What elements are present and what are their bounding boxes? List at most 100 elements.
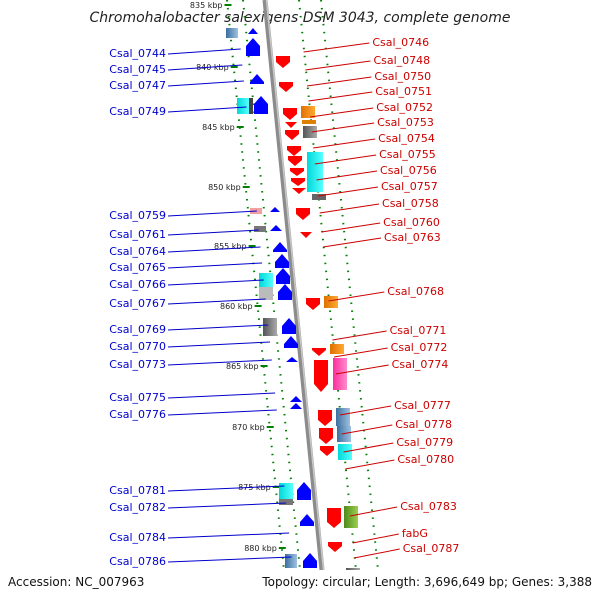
gene-label[interactable]: Csal_0746 (372, 36, 429, 49)
gene-label[interactable]: Csal_0755 (379, 148, 436, 161)
gene-label[interactable]: Csal_0768 (387, 285, 444, 298)
label-leader-line (167, 246, 261, 253)
map-title: Chromohalobacter salexigens DSM 3043, co… (90, 10, 511, 26)
gene-label[interactable]: Csal_0778 (395, 418, 452, 431)
kbp-label: 850 kbp (208, 183, 241, 192)
gene-label[interactable]: Csal_0779 (396, 436, 453, 449)
gene-label[interactable]: Csal_0776 (109, 408, 166, 421)
gene-label[interactable]: Csal_0766 (109, 278, 166, 291)
gene-arrow (290, 168, 304, 176)
gene-arrow (283, 108, 297, 120)
gene-label[interactable]: Csal_0784 (109, 531, 166, 544)
gene-label[interactable]: Csal_0781 (109, 484, 166, 497)
genome-backbone-highlight (265, 0, 328, 600)
gene-label[interactable]: Csal_0754 (378, 132, 435, 145)
gene-label[interactable]: Csal_0767 (109, 297, 166, 310)
gene-label[interactable]: Csal_0749 (109, 105, 166, 118)
minus-strand-labels: Csal_0744 Csal_0745 Csal_0747 Csal_0749 Csal… (109, 47, 292, 568)
label-leader-line (167, 64, 243, 71)
gene-label[interactable]: Csal_0774 (392, 358, 449, 371)
label-leader-line (316, 170, 378, 181)
label-leader-line (167, 485, 285, 492)
gene-label[interactable]: Csal_0750 (374, 70, 431, 83)
gene-label[interactable]: Csal_0751 (375, 85, 432, 98)
gene-label[interactable]: Csal_0744 (109, 47, 166, 60)
gene-block (263, 318, 277, 336)
gene-arrow (290, 403, 302, 409)
gene-label[interactable]: Csal_0782 (109, 501, 166, 514)
gene-label[interactable]: Csal_0764 (109, 245, 166, 258)
label-leader-line (349, 506, 398, 517)
gene-block (302, 120, 316, 124)
label-leader-line (167, 359, 272, 366)
gene-label[interactable]: Csal_0787 (403, 542, 460, 555)
gene-label[interactable]: Csal_0761 (109, 228, 166, 241)
gene-label[interactable]: Csal_0786 (109, 555, 166, 568)
gene-block (307, 152, 323, 192)
gene-label[interactable]: Csal_0760 (383, 216, 440, 229)
label-leader-line (311, 122, 375, 133)
label-leader-line (341, 424, 393, 435)
gene-label[interactable]: Csal_0769 (109, 323, 166, 336)
gene-block (344, 506, 358, 528)
gene-label[interactable]: Csal_0756 (380, 164, 437, 177)
gene-arrow (282, 318, 296, 334)
label-leader-line (167, 48, 241, 55)
gene-label[interactable]: Csal_0758 (382, 197, 439, 210)
kbp-label: 860 kbp (220, 302, 253, 311)
kbp-label: 835 kbp (190, 1, 223, 10)
gene-block (324, 296, 338, 308)
label-leader-line (339, 405, 392, 416)
gene-label[interactable]: Csal_0770 (109, 340, 166, 353)
gene-block (259, 287, 273, 300)
gene-arrow (279, 82, 293, 92)
gene-label[interactable]: Csal_0765 (109, 261, 166, 274)
gene-arrow (250, 74, 264, 84)
gene-label[interactable]: Csal_0763 (384, 231, 441, 244)
gene-label[interactable]: Csal_0752 (376, 101, 433, 114)
gene-label[interactable]: fabG (402, 527, 428, 540)
label-leader-line (167, 106, 247, 113)
gene-label[interactable]: Csal_0772 (391, 341, 448, 354)
gene-arrow (303, 553, 317, 568)
gene-label[interactable]: Csal_0775 (109, 391, 166, 404)
gene-label[interactable]: Csal_0748 (373, 54, 430, 67)
gene-arrow (278, 284, 292, 300)
gene-arrow (291, 178, 305, 186)
gene-block (259, 273, 273, 287)
label-leader-line (308, 91, 373, 102)
gene-arrow (288, 156, 302, 166)
gene-block (279, 499, 293, 505)
gene-label[interactable]: Csal_0753 (377, 116, 434, 129)
label-leader-line (306, 76, 372, 87)
label-leader-line (313, 138, 376, 149)
label-leader-line (343, 442, 394, 453)
kbp-label: 865 kbp (226, 362, 259, 371)
gene-label[interactable]: Csal_0757 (381, 180, 438, 193)
label-leader-line (314, 154, 377, 165)
gene-label[interactable]: Csal_0773 (109, 358, 166, 371)
label-leader-line (335, 364, 389, 375)
gene-block (336, 408, 350, 426)
gene-label[interactable]: Csal_0780 (397, 453, 454, 466)
gene-label[interactable]: Csal_0747 (109, 79, 166, 92)
label-leader-line (167, 210, 257, 217)
label-leader-line (167, 298, 266, 305)
gene-arrow (270, 225, 282, 231)
label-leader-line (332, 330, 387, 341)
gene-arrow (297, 482, 311, 500)
gene-arrow (292, 188, 306, 194)
gene-arrow (318, 410, 332, 426)
label-leader-line (303, 42, 370, 53)
gene-label[interactable]: Csal_0777 (394, 399, 451, 412)
label-leader-line (167, 532, 290, 539)
gene-arrow (300, 514, 314, 526)
kbp-label: 880 kbp (244, 544, 277, 553)
label-leader-line (167, 392, 276, 399)
gene-label[interactable]: Csal_0783 (400, 500, 457, 513)
gene-label[interactable]: Csal_0759 (109, 209, 166, 222)
gene-label[interactable]: Csal_0745 (109, 63, 166, 76)
gene-label[interactable]: Csal_0771 (390, 324, 447, 337)
gene-arrow (312, 348, 326, 356)
genome-stats-text: Topology: circular; Length: 3,696,649 bp… (261, 575, 592, 589)
